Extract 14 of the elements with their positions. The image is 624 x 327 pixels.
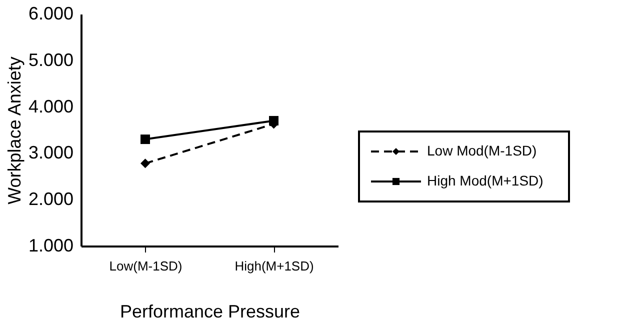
y-tick-label: 1.000 bbox=[28, 236, 74, 256]
y-tick-label: 6.000 bbox=[28, 4, 74, 24]
point bbox=[140, 134, 150, 144]
x-tick-label: High(M+1SD) bbox=[234, 258, 314, 274]
point bbox=[140, 158, 150, 168]
legend-label: High Mod(M+1SD) bbox=[427, 172, 544, 188]
y-axis-title: Workplace Anxiety bbox=[4, 56, 24, 204]
x-tick-label: Low(M-1SD) bbox=[109, 258, 182, 274]
y-tick-label: 3.000 bbox=[28, 142, 74, 163]
legend-label: Low Mod(M-1SD) bbox=[427, 142, 537, 158]
y-tick-label: 2.000 bbox=[28, 189, 74, 210]
y-tick-label: 5.000 bbox=[28, 50, 74, 70]
y-tick-label: 4.000 bbox=[28, 96, 74, 116]
x-axis-title: Performance Pressure bbox=[120, 302, 300, 322]
